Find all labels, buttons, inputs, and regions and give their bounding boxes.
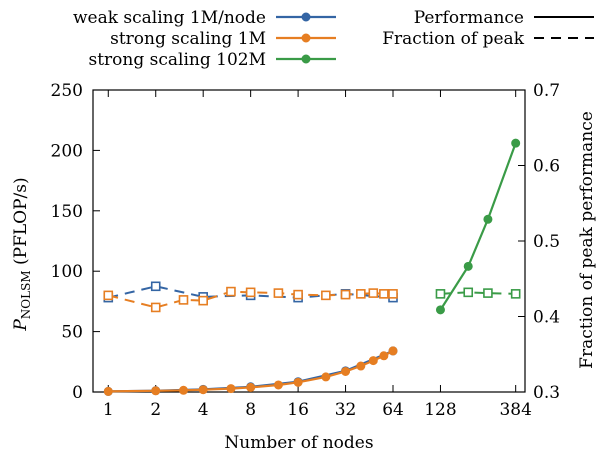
x-tick-label: 8 <box>245 400 256 420</box>
x-tick-label: 4 <box>198 400 209 420</box>
fraction-point <box>150 302 161 313</box>
performance-point <box>511 138 521 148</box>
y-axis-label-right: Fraction of peak performance <box>577 111 597 369</box>
legend-marker <box>301 54 311 64</box>
performance-point <box>463 261 473 271</box>
x-tick-label: 1 <box>103 400 114 420</box>
legend-marker <box>301 12 311 22</box>
series-0 <box>103 281 398 396</box>
fraction-point <box>368 288 379 298</box>
y2-tick-label: 0.4 <box>533 308 560 328</box>
y-axis-label-subscript: NOLSM <box>19 270 33 319</box>
x-tick-label: 64 <box>382 400 404 420</box>
fraction-point <box>435 289 446 299</box>
fraction-point <box>178 295 189 305</box>
fraction-point <box>483 288 493 298</box>
fraction-point <box>321 290 331 301</box>
performance-point <box>435 305 445 315</box>
y-axis-label-symbol: P <box>11 319 31 332</box>
legend-label: strong scaling 102M <box>89 50 267 70</box>
y-tick-label: 100 <box>51 262 83 282</box>
axes: 1 2 4 8 16 32 64 128 384 0 50 100 150 200 250 0.3 0.4 0.5… <box>51 81 561 420</box>
fraction-line <box>440 291 516 295</box>
x-tick-label: 384 <box>499 400 531 420</box>
fraction-point <box>226 286 236 297</box>
fraction-point <box>198 295 208 306</box>
y-axis-label-left: PNOLSM (PFLOP/s) <box>11 177 33 331</box>
x-tick-label: 16 <box>287 400 309 420</box>
y2-tick-label: 0.5 <box>533 232 560 252</box>
performance-point <box>103 386 113 396</box>
performance-point <box>379 351 389 361</box>
x-tick-label: 128 <box>424 400 456 420</box>
y-tick-label: 150 <box>51 202 83 222</box>
performance-point <box>483 214 493 224</box>
y-axis-label-unit: (PFLOP/s) <box>11 177 31 270</box>
performance-point <box>151 386 161 396</box>
fraction-point <box>273 288 284 298</box>
fraction-point <box>379 289 389 299</box>
performance-point <box>273 380 283 390</box>
fraction-point <box>510 289 521 299</box>
y-tick-label: 0 <box>72 383 83 403</box>
plot-frame <box>92 89 526 393</box>
legend-label: Fraction of peak <box>382 29 524 49</box>
performance-point <box>388 346 398 356</box>
legend-marker <box>301 33 311 43</box>
x-axis-label: Number of nodes <box>224 433 373 453</box>
series-2 <box>435 138 521 315</box>
performance-point <box>321 372 331 382</box>
y2-tick-label: 0.7 <box>533 81 560 101</box>
performance-point <box>178 385 188 395</box>
y-tick-label: 200 <box>51 141 83 161</box>
fraction-point <box>103 290 114 301</box>
fraction-point <box>463 287 474 298</box>
x-tick-label: 32 <box>335 400 357 420</box>
y2-tick-label: 0.3 <box>533 383 560 403</box>
fraction-point <box>293 289 303 300</box>
performance-point <box>356 361 366 371</box>
performance-line <box>439 142 517 311</box>
performance-point <box>198 385 208 395</box>
performance-point <box>368 356 378 366</box>
y-tick-label: 250 <box>51 81 83 101</box>
x-tick-label: 2 <box>150 400 161 420</box>
legend-label: strong scaling 1M <box>110 29 266 49</box>
performance-point <box>341 366 351 376</box>
y-tick-label: 50 <box>61 323 83 343</box>
performance-point <box>246 382 256 392</box>
performance-point <box>293 377 303 387</box>
y2-tick-label: 0.6 <box>533 157 560 177</box>
fraction-point <box>340 289 351 300</box>
performance-point <box>226 384 236 394</box>
fraction-point <box>150 281 161 292</box>
fraction-point <box>245 287 256 298</box>
plot-area <box>103 138 521 396</box>
legend-label: weak scaling 1M/node <box>73 8 266 28</box>
fraction-point <box>356 289 366 299</box>
legend-label: Performance <box>414 8 524 28</box>
fraction-point <box>388 289 398 299</box>
series-1 <box>103 286 398 396</box>
